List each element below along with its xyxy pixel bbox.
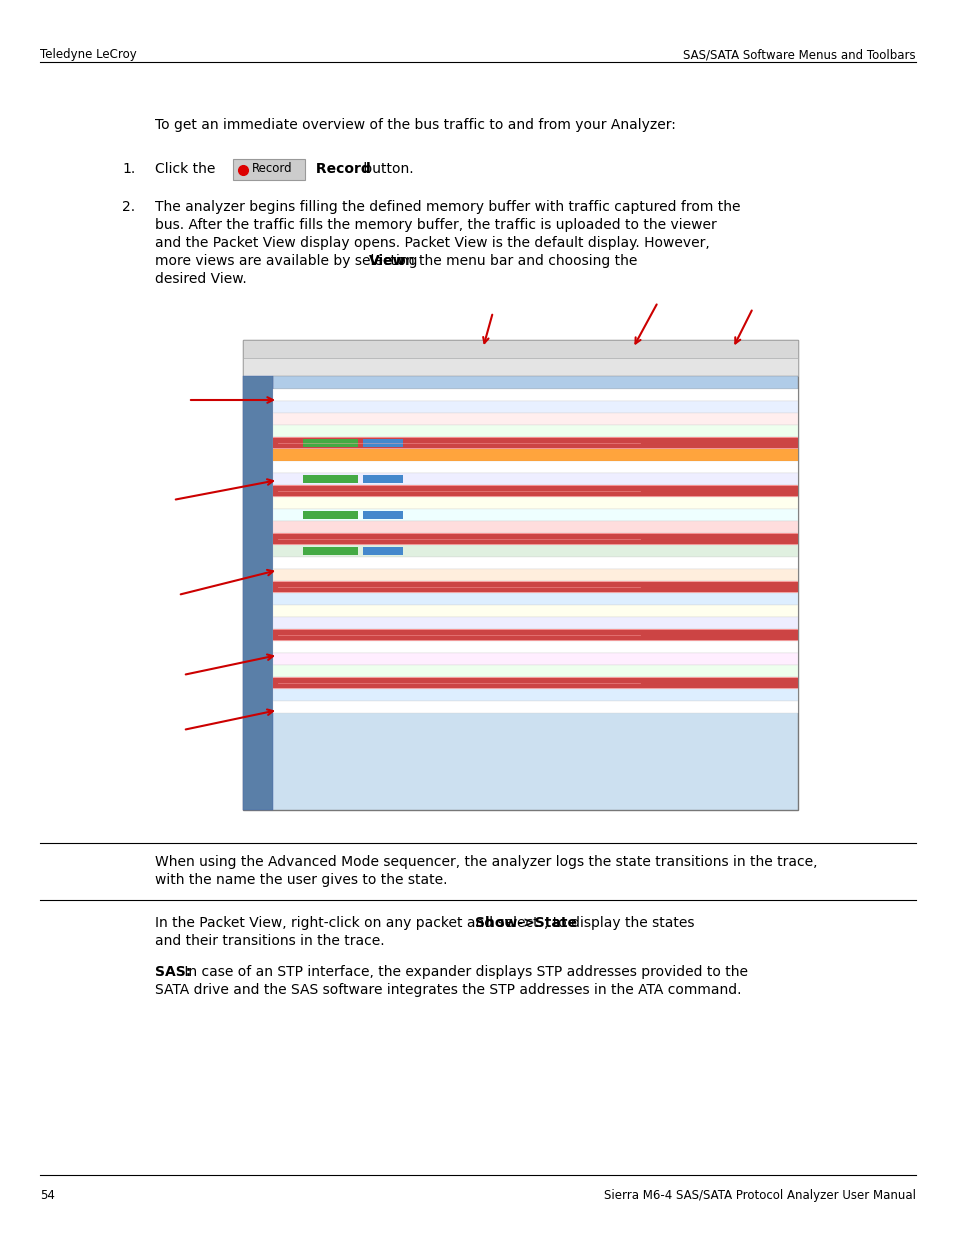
- Text: Sierra M6-4 SAS/SATA Protocol Analyzer User Manual: Sierra M6-4 SAS/SATA Protocol Analyzer U…: [603, 1189, 915, 1202]
- Bar: [273, 509, 797, 521]
- Bar: [273, 689, 797, 701]
- Bar: [273, 618, 797, 629]
- Bar: [303, 438, 357, 447]
- Text: The analyzer begins filling the defined memory buffer with traffic captured from: The analyzer begins filling the defined …: [154, 200, 740, 214]
- Bar: [273, 701, 797, 713]
- Bar: [273, 375, 797, 389]
- Text: Click the: Click the: [154, 162, 215, 177]
- Bar: [363, 511, 402, 519]
- Bar: [303, 475, 357, 483]
- Text: desired View.: desired View.: [154, 272, 247, 287]
- Bar: [273, 534, 797, 545]
- Bar: [273, 664, 797, 677]
- Text: To get an immediate overview of the bus traffic to and from your Analyzer:: To get an immediate overview of the bus …: [154, 119, 675, 132]
- Text: In case of an STP interface, the expander displays STP addresses provided to the: In case of an STP interface, the expande…: [180, 965, 747, 979]
- Bar: [273, 605, 797, 618]
- Bar: [273, 630, 797, 640]
- Bar: [303, 547, 357, 555]
- Bar: [273, 485, 797, 496]
- Bar: [363, 547, 402, 555]
- Text: When using the Advanced Mode sequencer, the analyzer logs the state transitions : When using the Advanced Mode sequencer, …: [154, 855, 817, 869]
- Bar: [273, 450, 797, 461]
- Bar: [363, 438, 402, 447]
- Text: Record: Record: [252, 163, 293, 175]
- Bar: [303, 511, 357, 519]
- Bar: [273, 473, 797, 485]
- Text: on the menu bar and choosing the: on the menu bar and choosing the: [393, 254, 637, 268]
- Bar: [273, 580, 797, 593]
- Text: SATA drive and the SAS software integrates the STP addresses in the ATA command.: SATA drive and the SAS software integrat…: [154, 983, 740, 997]
- Bar: [273, 401, 797, 412]
- Bar: [363, 475, 402, 483]
- Bar: [273, 569, 797, 580]
- Bar: [273, 438, 797, 448]
- Bar: [243, 375, 273, 810]
- Text: In the Packet View, right-click on any packet and select: In the Packet View, right-click on any p…: [154, 916, 542, 930]
- Bar: [273, 521, 797, 534]
- Text: 54: 54: [40, 1189, 55, 1202]
- Text: and the Packet View display opens. Packet View is the default display. However,: and the Packet View display opens. Packe…: [154, 236, 709, 249]
- Text: button.: button.: [358, 162, 414, 177]
- Bar: [273, 641, 797, 653]
- Bar: [273, 653, 797, 664]
- Bar: [273, 534, 797, 543]
- Bar: [273, 582, 797, 592]
- Text: SAS:: SAS:: [154, 965, 191, 979]
- Bar: [243, 358, 797, 375]
- Bar: [273, 425, 797, 437]
- Bar: [273, 545, 797, 557]
- Bar: [273, 389, 797, 401]
- Text: 2.: 2.: [122, 200, 135, 214]
- Bar: [243, 340, 797, 358]
- Text: SAS/SATA Software Menus and Toolbars: SAS/SATA Software Menus and Toolbars: [682, 48, 915, 61]
- Bar: [273, 593, 797, 605]
- Bar: [273, 629, 797, 641]
- Bar: [273, 487, 797, 496]
- Text: bus. After the traffic fills the memory buffer, the traffic is uploaded to the v: bus. After the traffic fills the memory …: [154, 219, 716, 232]
- Bar: [233, 159, 305, 180]
- Bar: [273, 437, 797, 450]
- Bar: [273, 677, 797, 689]
- Bar: [243, 340, 797, 810]
- Text: more views are available by selecting: more views are available by selecting: [154, 254, 421, 268]
- Bar: [273, 461, 797, 473]
- Text: , to display the states: , to display the states: [543, 916, 694, 930]
- Text: Show->State: Show->State: [475, 916, 577, 930]
- Text: View: View: [368, 254, 406, 268]
- Text: 1.: 1.: [122, 162, 135, 177]
- Bar: [273, 496, 797, 509]
- Bar: [273, 678, 797, 688]
- Text: Teledyne LeCroy: Teledyne LeCroy: [40, 48, 136, 61]
- Text: Record: Record: [311, 162, 371, 177]
- Bar: [273, 557, 797, 569]
- Bar: [273, 412, 797, 425]
- Text: with the name the user gives to the state.: with the name the user gives to the stat…: [154, 873, 447, 887]
- Bar: [273, 450, 797, 461]
- Text: and their transitions in the trace.: and their transitions in the trace.: [154, 934, 384, 948]
